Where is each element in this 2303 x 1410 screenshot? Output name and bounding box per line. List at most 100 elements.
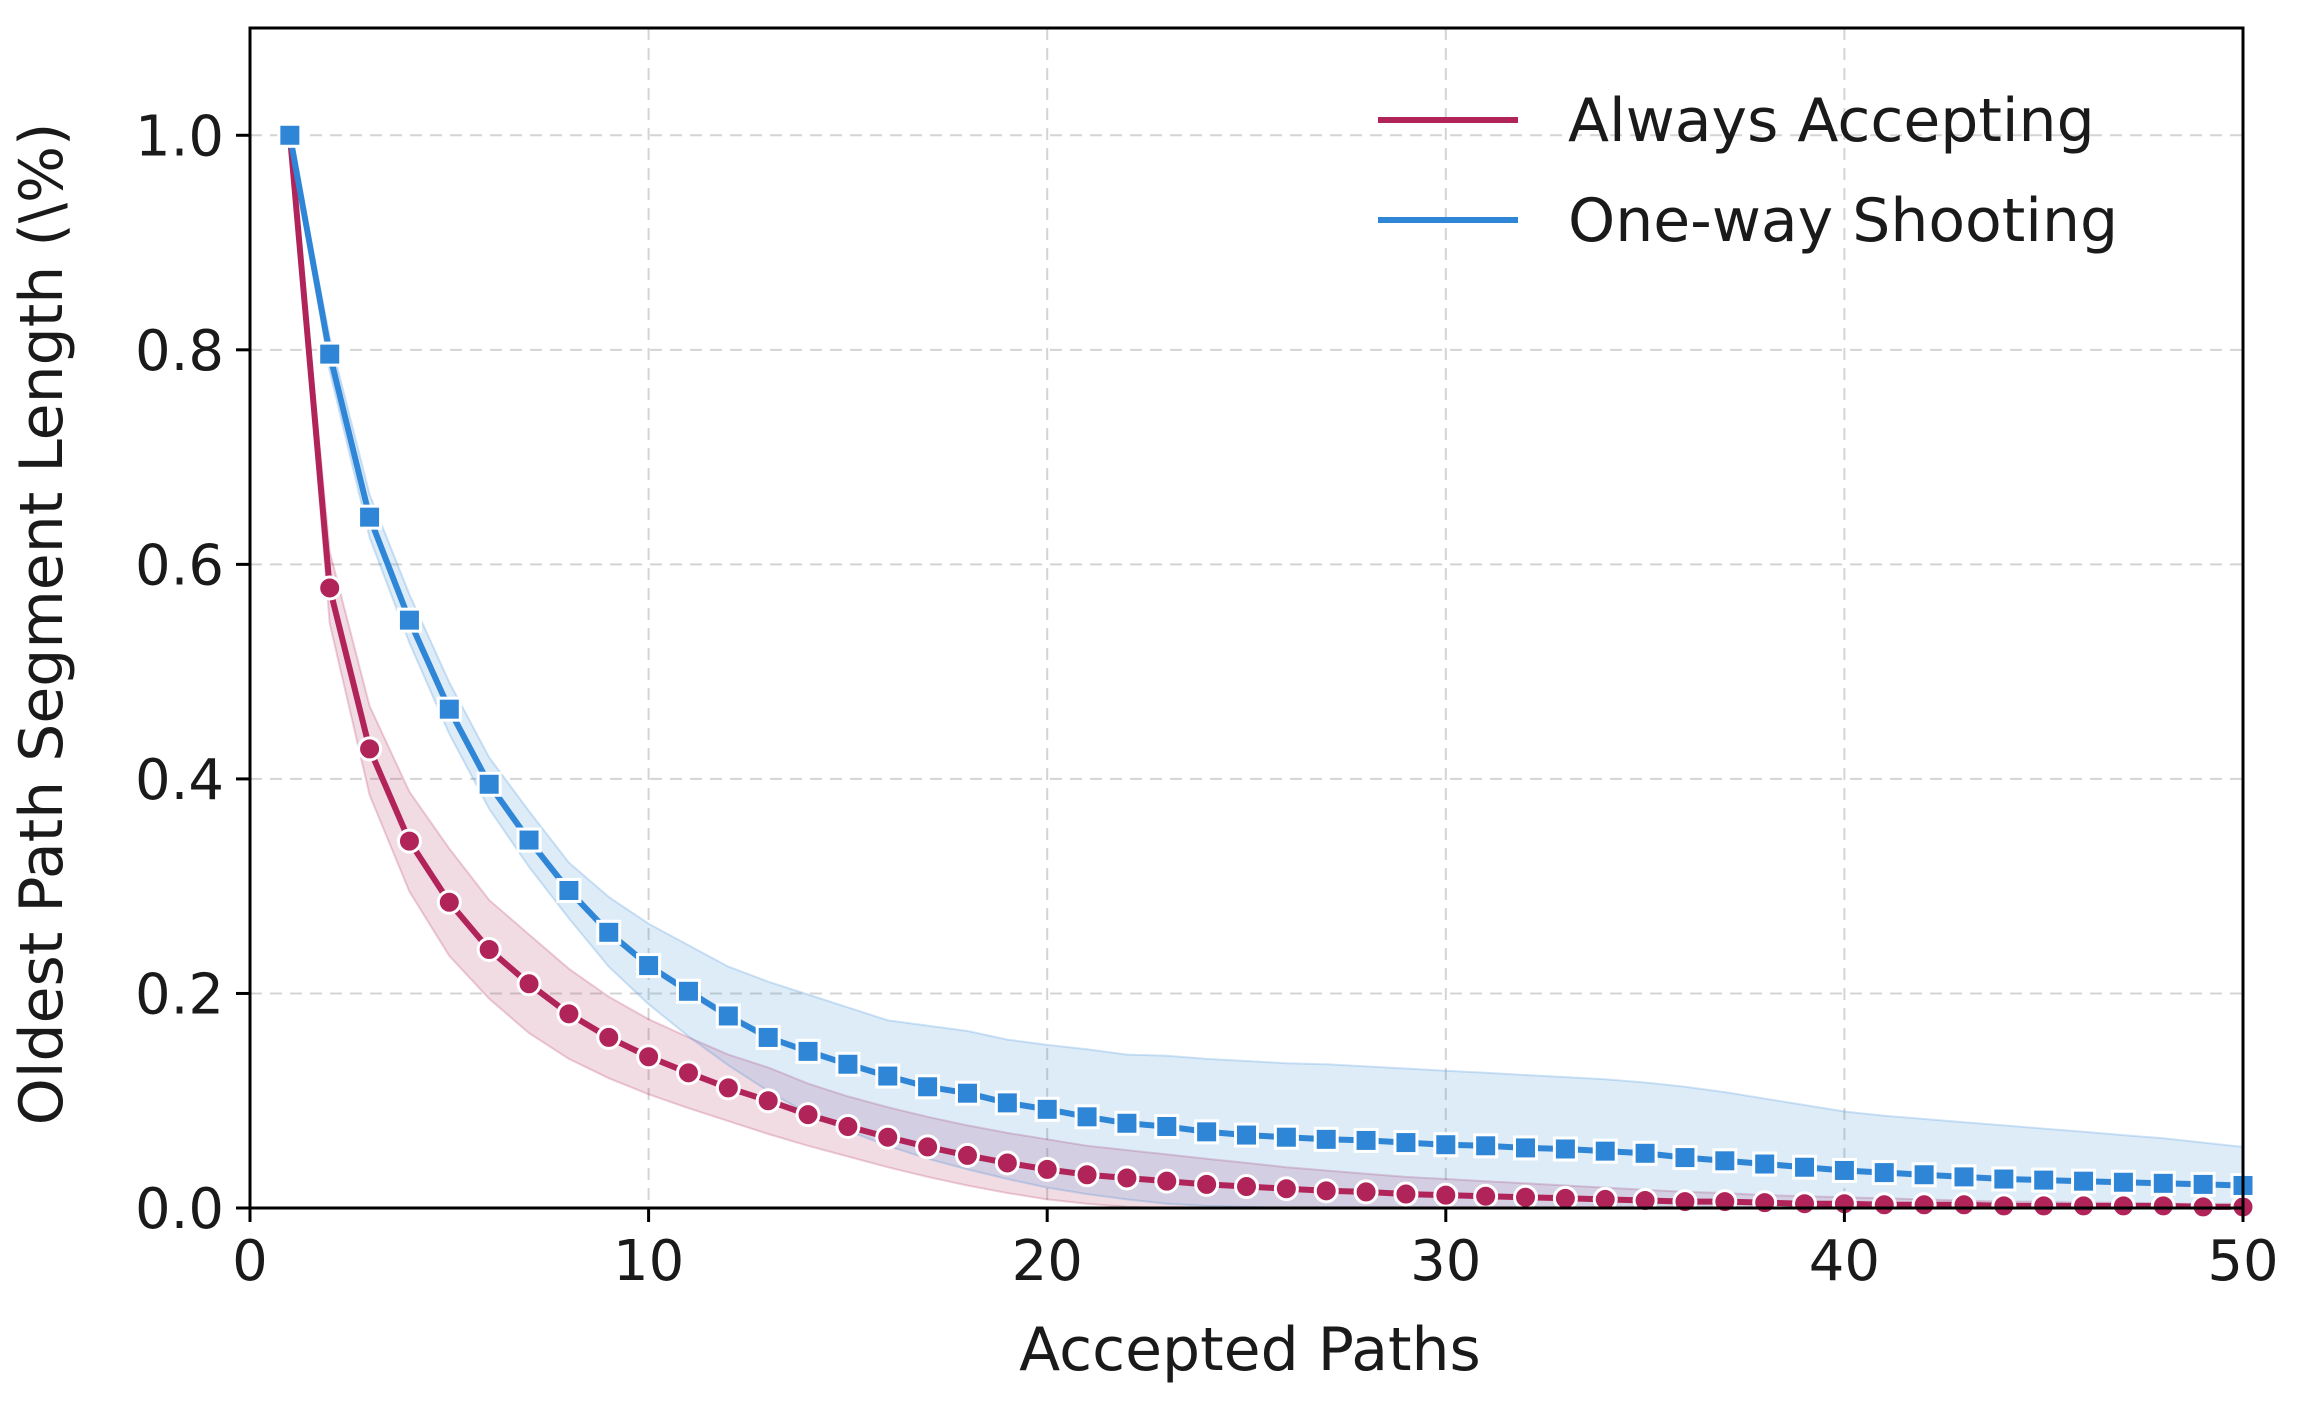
series-2-point: [1632, 1140, 1658, 1166]
y-tick-label: 0.6: [135, 533, 224, 598]
series-2-point: [1194, 1119, 1220, 1145]
series-2-point: [2150, 1170, 2176, 1196]
series-2-point: [1911, 1162, 1937, 1188]
series-2-point: [636, 953, 662, 979]
series-1-point: [715, 1075, 741, 1101]
series-2-point: [1473, 1133, 1499, 1159]
x-tick-label: 10: [613, 1229, 684, 1294]
y-tick-label: 0.8: [135, 319, 224, 384]
series-2-point: [1353, 1127, 1379, 1153]
series-1-point: [636, 1044, 662, 1070]
series-2-point: [715, 1003, 741, 1029]
legend-label-2: One-way Shooting: [1568, 186, 2118, 256]
series-1-point: [2071, 1193, 2097, 1219]
series-2-point: [317, 341, 343, 367]
series-1-point: [1632, 1187, 1658, 1213]
x-tick-label: 40: [1809, 1229, 1880, 1294]
series-2-point: [1552, 1136, 1578, 1162]
series-2-point: [476, 771, 502, 797]
series-1-point: [2150, 1193, 2176, 1219]
series-2-point: [1951, 1164, 1977, 1190]
series-1-point: [954, 1142, 980, 1168]
series-2-point: [596, 919, 622, 945]
series-2-point: [755, 1024, 781, 1050]
series-1-point: [1951, 1192, 1977, 1218]
series-2-point: [1234, 1122, 1259, 1148]
series-2-point: [1672, 1145, 1698, 1171]
series-2-point: [1154, 1113, 1180, 1139]
series-1-point: [835, 1113, 861, 1139]
series-2-point: [2031, 1167, 2057, 1193]
series-2-point: [915, 1074, 941, 1100]
series-2-point: [1074, 1104, 1100, 1130]
series-1-point: [994, 1150, 1020, 1176]
series-1-point: [1313, 1178, 1339, 1204]
y-axis-ticks: 0.0 0.2 0.4 0.6 0.8 1.0: [135, 104, 250, 1242]
series-1-point: [1991, 1193, 2017, 1219]
series-2-point: [2190, 1171, 2216, 1197]
series-1-point: [1592, 1186, 1618, 1212]
series-1-point: [1752, 1190, 1778, 1216]
series-1-point: [1194, 1171, 1220, 1197]
series-2-point: [954, 1080, 980, 1106]
x-tick-label: 20: [1012, 1229, 1083, 1294]
series-1-point: [1074, 1162, 1100, 1188]
series-2-point: [1393, 1130, 1419, 1156]
series-1-point: [675, 1060, 701, 1086]
series-2-point: [357, 504, 383, 530]
series-2-point: [994, 1090, 1020, 1116]
series-1-point: [317, 575, 343, 601]
grid-lines: [250, 28, 2243, 1208]
series-1-point: [1552, 1185, 1578, 1211]
series-2-point: [556, 877, 582, 903]
series-2-point: [795, 1038, 821, 1064]
series-1-point: [556, 1001, 582, 1027]
series-1-point: [1154, 1168, 1180, 1194]
series-1-point: [1871, 1192, 1897, 1218]
series-1-point: [875, 1124, 901, 1150]
y-tick-label: 0.4: [135, 748, 224, 813]
series-1-point: [596, 1024, 622, 1050]
series-2-point: [516, 827, 542, 853]
x-tick-label: 50: [2207, 1229, 2278, 1294]
series-2-point: [1831, 1157, 1857, 1183]
series-1-point: [1792, 1191, 1818, 1217]
series-1-point: [755, 1088, 781, 1114]
series-2-point: [1712, 1148, 1738, 1174]
x-axis-ticks: 0 10 20 30 40 50: [232, 1208, 2279, 1294]
series-markers: [277, 122, 2256, 1220]
series-1-point: [396, 828, 422, 854]
series-2-point: [1313, 1126, 1339, 1152]
series-2-point: [1991, 1166, 2017, 1192]
series-1-point: [1433, 1182, 1459, 1208]
legend: Always Accepting One-way Shooting: [1378, 86, 2118, 256]
y-tick-label: 0.2: [135, 962, 224, 1027]
series-2-point: [835, 1051, 861, 1077]
series-1-point: [1513, 1184, 1539, 1210]
series-1-point: [436, 889, 462, 915]
series-2-point: [1433, 1132, 1459, 1158]
series-2-point: [1273, 1124, 1299, 1150]
series-1-point: [1273, 1176, 1299, 1202]
y-tick-label: 0.0: [135, 1177, 224, 1242]
series-1-point: [915, 1134, 941, 1160]
series-2-point: [1871, 1160, 1897, 1186]
series-1-point: [516, 971, 542, 997]
series-2-point: [1513, 1135, 1539, 1161]
series-1-point: [1034, 1156, 1060, 1182]
x-tick-label: 30: [1410, 1229, 1481, 1294]
series-1-point: [795, 1102, 821, 1128]
series-2-point: [1114, 1110, 1140, 1136]
series-2-point: [2110, 1169, 2136, 1195]
series-1-point: [1234, 1174, 1259, 1200]
series-1-point: [1393, 1181, 1419, 1207]
series-2-point: [2071, 1168, 2097, 1194]
series-2-point: [1592, 1138, 1618, 1164]
series-2-point: [1034, 1096, 1060, 1122]
series-1-point: [1911, 1192, 1937, 1218]
series-1-point: [1353, 1179, 1379, 1205]
y-axis-label: Oldest Path Segment Length (\%): [7, 123, 77, 1126]
series-1-point: [2031, 1193, 2057, 1219]
series-1-point: [476, 936, 502, 962]
